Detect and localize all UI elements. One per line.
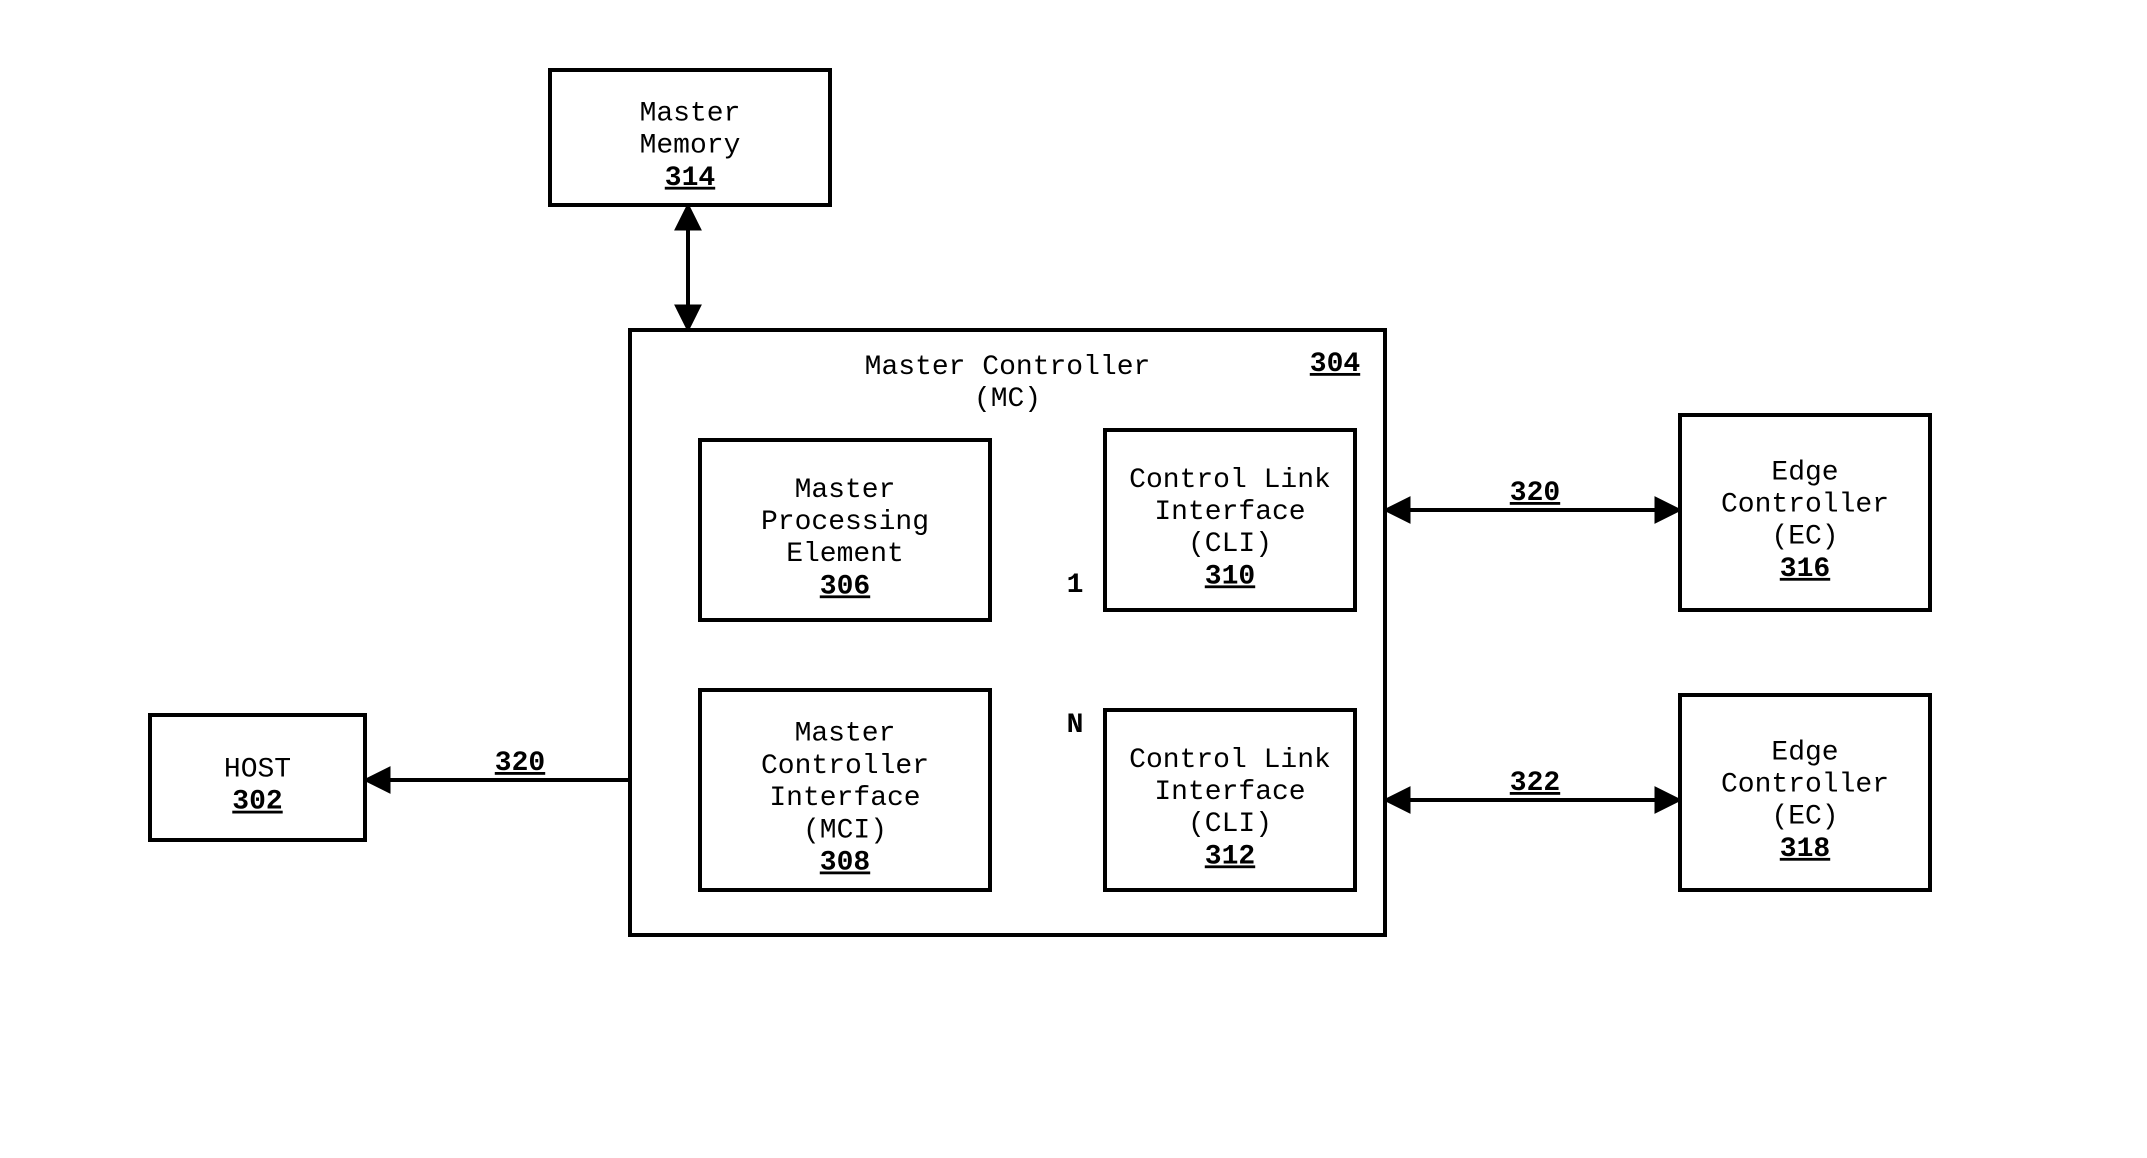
node-line: Interface — [1154, 777, 1305, 808]
node-line: (MCI) — [803, 815, 887, 846]
edge-cliN-ec2: 322 — [1385, 768, 1680, 800]
node-marker: N — [1067, 710, 1084, 741]
node-title-line: (MC) — [974, 384, 1041, 415]
node-title-line: Master Controller — [865, 352, 1151, 383]
edge-label: 320 — [1510, 478, 1560, 509]
node-mpe: MasterProcessingElement306 — [700, 440, 990, 620]
node-ref: 318 — [1780, 834, 1830, 865]
node-line: HOST — [224, 754, 291, 785]
node-line: Processing — [761, 507, 929, 538]
node-ref: 308 — [820, 847, 870, 878]
node-line: Control Link — [1129, 465, 1331, 496]
node-ref: 316 — [1780, 554, 1830, 585]
node-line: Edge — [1771, 737, 1838, 768]
node-mci: MasterControllerInterface(MCI)308 — [700, 690, 990, 890]
node-line: (EC) — [1771, 522, 1838, 553]
node-cli1: Control LinkInterface(CLI)310 1 — [1067, 430, 1355, 610]
node-line: (EC) — [1771, 802, 1838, 833]
node-line: Controller — [1721, 769, 1889, 800]
node-ref: 304 — [1310, 349, 1360, 380]
node-cliN: Control LinkInterface(CLI)312 N — [1067, 710, 1355, 890]
node-line: (CLI) — [1188, 529, 1272, 560]
edge-cli1-ec1: 320 — [1385, 478, 1680, 510]
node-line: Interface — [1154, 497, 1305, 528]
node-line: Controller — [1721, 489, 1889, 520]
node-line: Element — [786, 539, 904, 570]
node-ec1: EdgeController(EC)316 — [1680, 415, 1930, 610]
node-line: (CLI) — [1188, 809, 1272, 840]
node-line: Control Link — [1129, 745, 1331, 776]
node-line: Interface — [769, 783, 920, 814]
node-ref: 306 — [820, 571, 870, 602]
node-line: Controller — [761, 751, 929, 782]
node-ref: 314 — [665, 163, 715, 194]
node-ref: 310 — [1205, 561, 1255, 592]
node-line: Edge — [1771, 457, 1838, 488]
edge-label: 322 — [1510, 768, 1560, 799]
node-marker: 1 — [1067, 570, 1084, 601]
diagram-canvas: 320320322 Master Controller(MC)304Master… — [0, 0, 2147, 1158]
node-line: Memory — [640, 131, 741, 162]
node-ref: 312 — [1205, 841, 1255, 872]
node-ec2: EdgeController(EC)318 — [1680, 695, 1930, 890]
node-line: Master — [795, 475, 896, 506]
node-ref: 302 — [232, 787, 282, 818]
node-host: HOST302 — [150, 715, 365, 840]
node-master_memory: MasterMemory314 — [550, 70, 830, 205]
edge-label: 320 — [495, 748, 545, 779]
node-line: Master — [795, 719, 896, 750]
node-line: Master — [640, 98, 741, 129]
